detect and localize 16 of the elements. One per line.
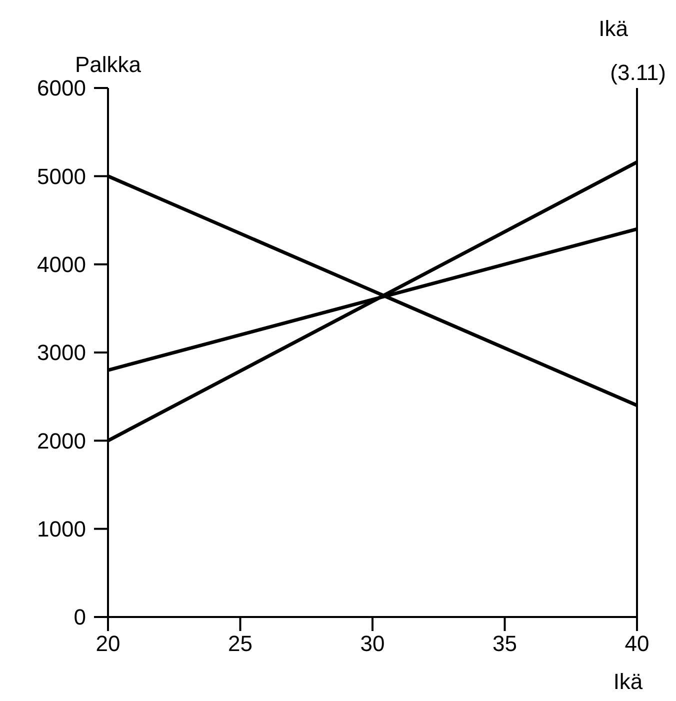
x-tick-label: 25	[228, 631, 252, 656]
y-tick-label: 6000	[37, 76, 86, 101]
y-tick-label: 1000	[37, 516, 86, 542]
y-tick-label: 0	[74, 604, 86, 630]
y-tick-label: 4000	[37, 252, 86, 278]
x-tick-label: 40	[624, 631, 650, 656]
y-tick-label: 2000	[37, 428, 86, 454]
x-tick-label: 20	[96, 631, 120, 656]
text: Ikä	[598, 16, 629, 41]
y-tick-label: 5000	[37, 164, 86, 189]
x-tick-label: 30	[360, 631, 385, 656]
y-axis-title: Palkka	[74, 52, 142, 77]
x-tick-label: 35	[492, 631, 517, 656]
text: (3.11)	[610, 60, 666, 85]
y-tick-label: 3000	[37, 340, 86, 366]
x-axis-title: Ikä	[613, 669, 644, 694]
